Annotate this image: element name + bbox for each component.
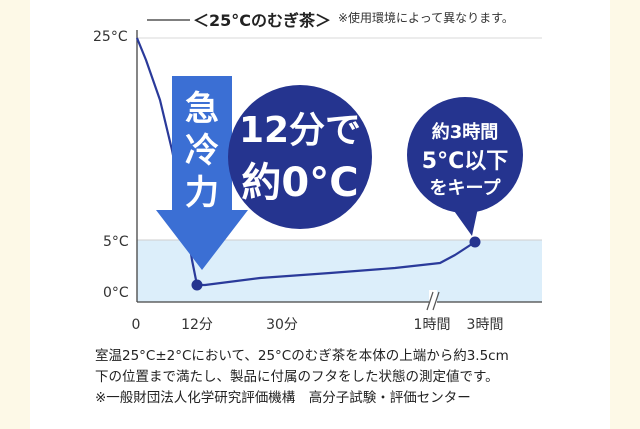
point-3h <box>469 236 481 248</box>
bubble-3h: 約3時間 5°C以下 をキープ <box>407 97 523 236</box>
x-tick-1h: 1時間 <box>414 317 451 333</box>
bubble-3h-line1: 約3時間 <box>432 121 499 143</box>
point-12min <box>191 279 203 291</box>
y-tick-5: 5°C <box>103 234 129 250</box>
axis-break-mark <box>426 290 440 312</box>
bubble-12min-line2: 約0°C <box>241 160 358 206</box>
bubble-12min: 12分で 約0°C <box>228 85 372 229</box>
x-tick-3h: 3時間 <box>467 317 504 333</box>
rapid-cooling-arrow: 急 冷 力 <box>156 76 248 270</box>
x-tick-0: 0 <box>132 317 141 333</box>
arrow-char-3: 力 <box>185 173 219 213</box>
arrow-char-1: 急 <box>185 89 219 129</box>
bubble-3h-line3: をキープ <box>430 177 502 199</box>
footnote-line-2: 下の位置まで満たし、製品に付属のフタをした状態の測定値です。 <box>95 369 499 385</box>
usage-note: ※使用環境によって異なります。 <box>338 10 514 25</box>
x-tick-12min: 12分 <box>181 317 213 333</box>
y-tick-25: 25°C <box>93 29 128 45</box>
arrow-char-2: 冷 <box>185 131 219 171</box>
footnote-line-3: ※一般財団法人化学研究評価機構 高分子試験・評価センター <box>95 390 471 406</box>
chart-title: ＜25°Cのむぎ茶＞ <box>193 11 331 30</box>
x-tick-30min: 30分 <box>266 317 298 333</box>
bubble-3h-line2: 5°C以下 <box>422 149 508 174</box>
footnote-line-1: 室温25°C±2°Cにおいて、25°Cのむぎ茶を本体の上端から約3.5cm <box>95 348 509 364</box>
y-tick-0: 0°C <box>103 285 129 301</box>
bubble-12min-line1: 12分で <box>239 110 361 151</box>
